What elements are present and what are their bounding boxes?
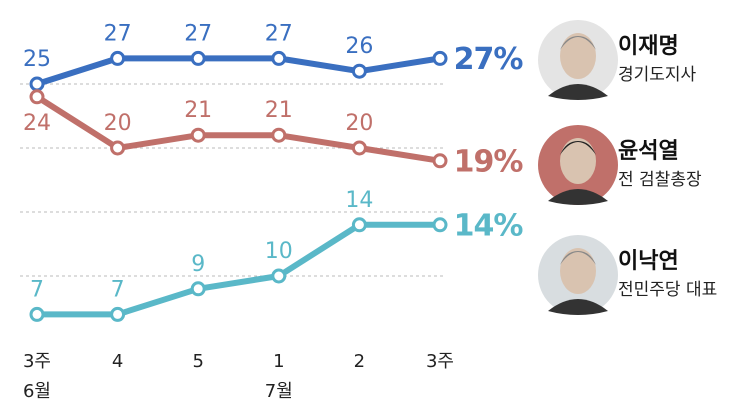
- portrait-face: [560, 33, 596, 79]
- x-tick-label: 4: [112, 351, 123, 372]
- series-line: [37, 225, 440, 315]
- series-line: [37, 58, 440, 84]
- x-tick-label: 3주: [23, 351, 51, 372]
- legend-role: 경기도지사: [618, 65, 697, 85]
- end-label: 14%: [454, 208, 524, 243]
- point: [353, 142, 365, 154]
- legend-role: 전 검찰총장: [618, 170, 702, 190]
- data-label: 14: [345, 188, 373, 213]
- point: [31, 91, 43, 103]
- data-label: 20: [104, 111, 132, 136]
- portrait-face: [560, 248, 596, 294]
- point: [273, 270, 285, 282]
- data-label: 20: [345, 111, 373, 136]
- data-label: 25: [23, 47, 51, 72]
- data-label: 21: [265, 98, 293, 123]
- data-label: 7: [111, 277, 125, 302]
- data-label: 21: [184, 98, 212, 123]
- x-group-label: 6월: [23, 381, 51, 402]
- data-label: 10: [265, 239, 293, 264]
- end-label: 19%: [454, 144, 524, 179]
- data-label: 7: [30, 277, 44, 302]
- point: [112, 52, 124, 64]
- point: [112, 308, 124, 320]
- x-tick-label: 5: [192, 351, 203, 372]
- end-label: 27%: [454, 42, 524, 77]
- point: [434, 52, 446, 64]
- chart: 3주 6월 4 5 1 7월 2 3주 25 27 27 27 26 27% 24 20 21 21 20 19% 7 7…: [0, 0, 748, 407]
- point: [353, 219, 365, 231]
- point: [353, 65, 365, 77]
- x-tick-label: 2: [354, 351, 365, 372]
- data-label: 27: [265, 21, 293, 46]
- x-tick-label: 3주: [426, 351, 454, 372]
- point: [192, 52, 204, 64]
- series-line: [37, 97, 440, 161]
- portrait-face: [560, 138, 596, 184]
- legend-role: 전민주당 대표: [618, 280, 717, 300]
- point: [273, 52, 285, 64]
- point: [112, 142, 124, 154]
- point: [192, 129, 204, 141]
- legend-name: 이낙연: [618, 249, 679, 274]
- x-group-label: 7월: [265, 381, 293, 402]
- point: [434, 155, 446, 167]
- data-label: 27: [184, 21, 212, 46]
- legend-name: 이재명: [618, 34, 679, 59]
- x-tick-label: 1: [273, 351, 284, 372]
- data-label: 24: [23, 111, 51, 136]
- legend-name: 윤석열: [618, 139, 679, 164]
- point: [192, 283, 204, 295]
- point: [31, 308, 43, 320]
- point: [434, 219, 446, 231]
- data-label: 26: [345, 34, 373, 59]
- data-label: 27: [104, 21, 132, 46]
- data-label: 9: [191, 252, 205, 277]
- point: [273, 129, 285, 141]
- point: [31, 78, 43, 90]
